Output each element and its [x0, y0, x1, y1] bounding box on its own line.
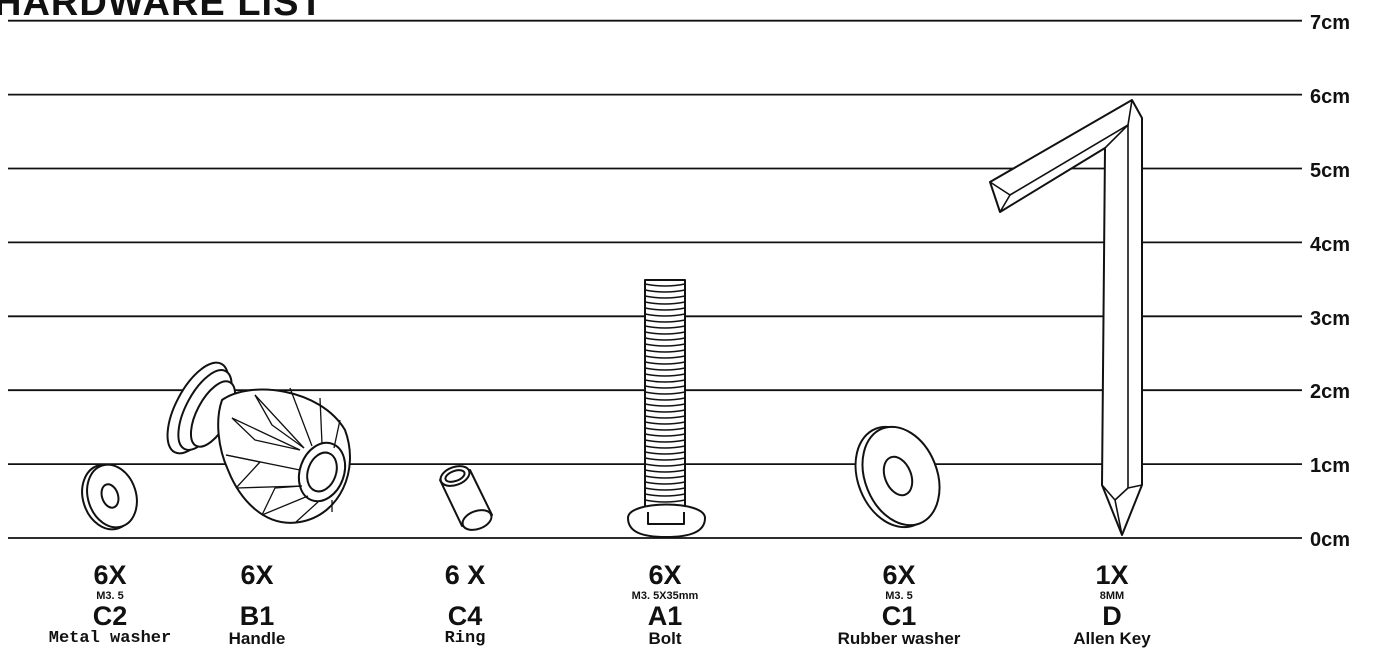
scale-label-1: 1cm: [1310, 455, 1350, 477]
bolt-thread: [644, 361, 686, 365]
bolt-thread: [644, 481, 686, 485]
item-c1: 6X M3. 5 C1 Rubber washer: [789, 560, 1009, 649]
scale-label-2: 2cm: [1310, 381, 1350, 403]
bolt-thread: [644, 457, 686, 461]
scale-label-7: 7cm: [1310, 12, 1350, 34]
handle-knob-icon: [166, 361, 351, 524]
ring-sleeve-icon: [439, 465, 493, 531]
item-name: Rubber washer: [837, 629, 961, 648]
metal-washer-icon: [81, 463, 138, 531]
bolt-thread: [644, 307, 686, 311]
item-code: D: [1102, 601, 1122, 631]
bolt-thread: [644, 469, 686, 473]
bolt-thread: [644, 463, 686, 467]
bolt-thread: [644, 397, 686, 401]
bolt-thread: [644, 343, 686, 347]
bolt-thread: [644, 439, 686, 443]
bolt-thread: [644, 319, 686, 323]
allen-key-icon: [989, 99, 1143, 536]
bolt-thread: [644, 295, 686, 299]
scale-label-3: 3cm: [1310, 308, 1350, 330]
item-c2: 6X M3. 5 C2 Metal washer: [0, 560, 220, 649]
bolt-thread: [644, 355, 686, 359]
scale-label-6: 6cm: [1310, 86, 1350, 108]
item-code: C2: [92, 601, 128, 631]
bolt-thread: [644, 427, 686, 431]
bolt-thread: [644, 391, 686, 395]
bolt-thread: [644, 283, 686, 287]
bolt-thread: [644, 325, 686, 329]
bolt-thread: [644, 337, 686, 341]
item-code: C1: [881, 601, 917, 631]
scale-label-0: 0cm: [1310, 529, 1350, 551]
bolt-thread: [644, 349, 686, 353]
bolt-thread: [644, 451, 686, 455]
bolt-thread: [644, 421, 686, 425]
bolt-thread: [644, 385, 686, 389]
item-code: B1: [239, 601, 275, 631]
item-spec: 8MM: [1099, 590, 1125, 602]
item-d: 1X 8MM D Allen Key: [1002, 560, 1222, 649]
bolt-thread: [644, 415, 686, 419]
bolt-icon: [627, 279, 706, 538]
item-name: Handle: [228, 629, 286, 648]
bolt-thread: [644, 487, 686, 491]
item-code: A1: [647, 601, 683, 631]
bolt-thread: [644, 493, 686, 497]
item-c4: 6 X C4 Ring: [355, 560, 575, 649]
rubber-washer-icon: [854, 425, 941, 529]
bolt-thread: [644, 403, 686, 407]
item-quantity: 6 X: [444, 560, 486, 590]
scale-labels: 0cm 1cm 2cm 3cm 4cm 5cm 6cm 7cm: [1310, 12, 1350, 551]
bolt-thread: [644, 367, 686, 371]
item-spec: M3. 5: [96, 590, 124, 602]
bolt-thread: [644, 379, 686, 383]
item-a1: 6X M3. 5X35mm A1 Bolt: [555, 560, 775, 649]
bolt-thread: [644, 433, 686, 437]
item-name: Metal washer: [48, 629, 172, 648]
item-quantity: 6X: [93, 560, 127, 590]
item-spec: M3. 5: [885, 590, 913, 602]
item-spec: M3. 5X35mm: [631, 590, 699, 602]
bolt-thread: [644, 445, 686, 449]
bolt-thread: [644, 475, 686, 479]
item-quantity: 6X: [648, 560, 682, 590]
item-quantity: 6X: [240, 560, 274, 590]
item-name: Ring: [444, 629, 486, 648]
bolt-thread: [644, 499, 686, 503]
bolt-thread: [644, 331, 686, 335]
item-code: C4: [447, 601, 483, 631]
bolt-thread: [644, 289, 686, 293]
scale-label-4: 4cm: [1310, 234, 1350, 256]
bolt-thread: [644, 301, 686, 305]
scale-label-5: 5cm: [1310, 160, 1350, 182]
bolt-thread: [644, 313, 686, 317]
item-name: Allen Key: [1073, 629, 1151, 648]
bolt-thread: [644, 373, 686, 377]
item-name: Bolt: [648, 629, 682, 648]
item-quantity: 6X: [882, 560, 916, 590]
bolt-thread: [644, 409, 686, 413]
item-quantity: 1X: [1095, 560, 1129, 590]
item-b1: 6X B1 Handle: [147, 560, 367, 649]
